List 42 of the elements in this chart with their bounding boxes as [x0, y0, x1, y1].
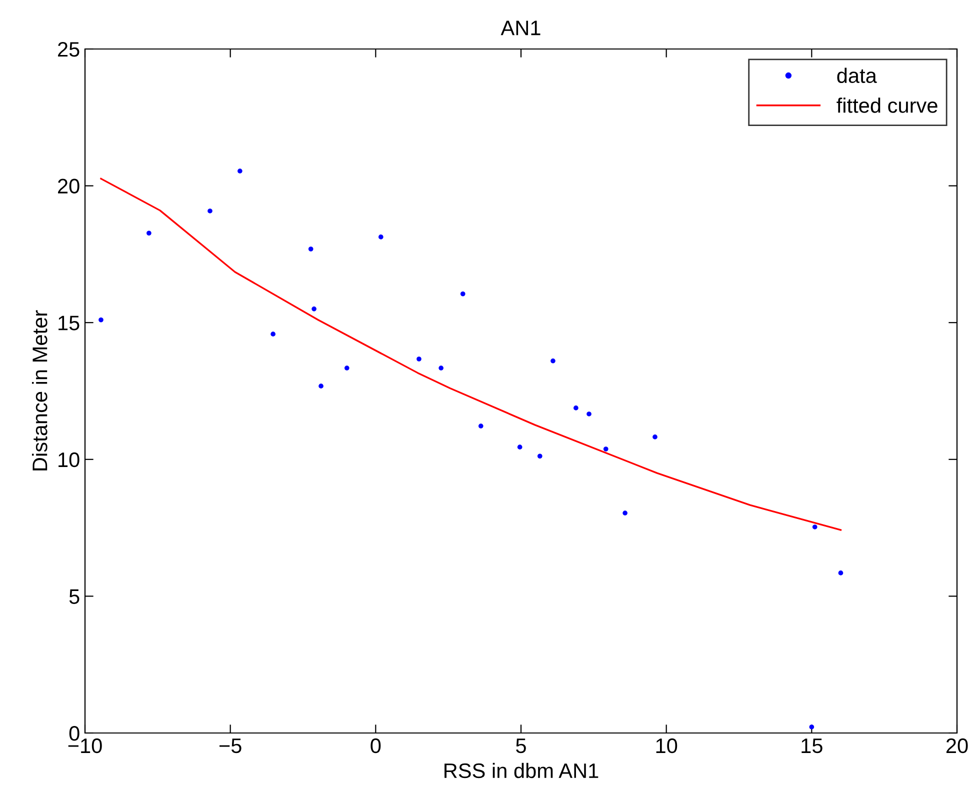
point: [318, 384, 324, 388]
y-tick-label: 10: [58, 452, 80, 468]
x-tick-label: 15: [802, 738, 822, 754]
point: [550, 358, 556, 364]
point: [622, 510, 628, 516]
point: [809, 724, 814, 730]
point: [238, 168, 242, 174]
point: [438, 366, 444, 370]
point: [98, 317, 104, 322]
x-axis-title: RSS in dbm AN1: [444, 762, 598, 778]
point: [478, 424, 484, 428]
point: [517, 444, 522, 450]
point: [574, 406, 578, 410]
y-tick-label: 20: [58, 178, 80, 194]
legend-label: fitted curve: [836, 98, 938, 113]
legend-label: data: [837, 68, 877, 84]
point: [652, 434, 658, 440]
point: [586, 412, 592, 416]
x-tick-label: 20: [946, 738, 968, 754]
x-tick-label: 5: [516, 738, 526, 754]
y-tick-label: 25: [58, 42, 80, 57]
x-tick-label: −5: [219, 738, 242, 754]
point: [344, 366, 350, 370]
y-tick-label: 15: [58, 316, 80, 330]
point: [460, 291, 466, 296]
point: [378, 234, 384, 240]
chart-title: AN1: [500, 20, 540, 36]
y-tick-label: 5: [69, 589, 80, 604]
y-axis-title: Distance in Meter: [32, 310, 48, 470]
point: [537, 454, 542, 459]
point: [812, 524, 818, 530]
point: [416, 356, 422, 362]
x-tick-label: 0: [370, 738, 381, 754]
point: [312, 306, 316, 312]
point: [308, 246, 314, 252]
point: [208, 208, 212, 214]
point: [270, 332, 276, 336]
point: [146, 230, 152, 236]
line-series: [100, 178, 842, 531]
point: [838, 570, 844, 576]
point: [603, 446, 608, 452]
x-tick-label: 10: [656, 738, 678, 754]
